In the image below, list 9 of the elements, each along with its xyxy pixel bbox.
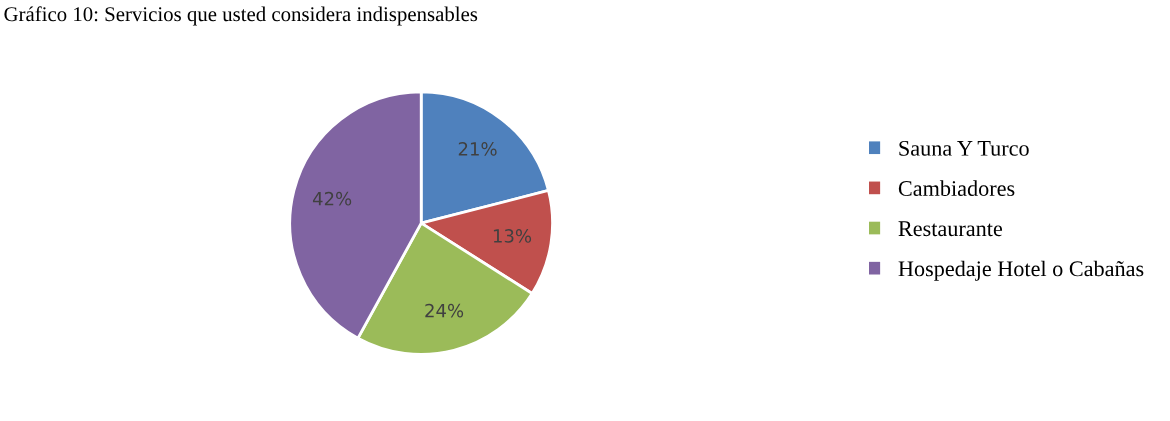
data-label: 21% bbox=[458, 142, 497, 156]
data-label: 42% bbox=[312, 191, 352, 206]
legend-label: Restaurante bbox=[898, 221, 1003, 237]
chart-title: Gráfico 10: Servicios que usted considera indispensables bbox=[4, 6, 478, 26]
legend-label: Hospedaje Hotel o Cabañas bbox=[898, 260, 1144, 281]
legend-label: Cambiadores bbox=[898, 180, 1015, 196]
data-label: 24% bbox=[425, 303, 464, 318]
legend-label: Sauna Y Turco bbox=[899, 140, 1029, 156]
data-label: 13% bbox=[493, 229, 532, 243]
